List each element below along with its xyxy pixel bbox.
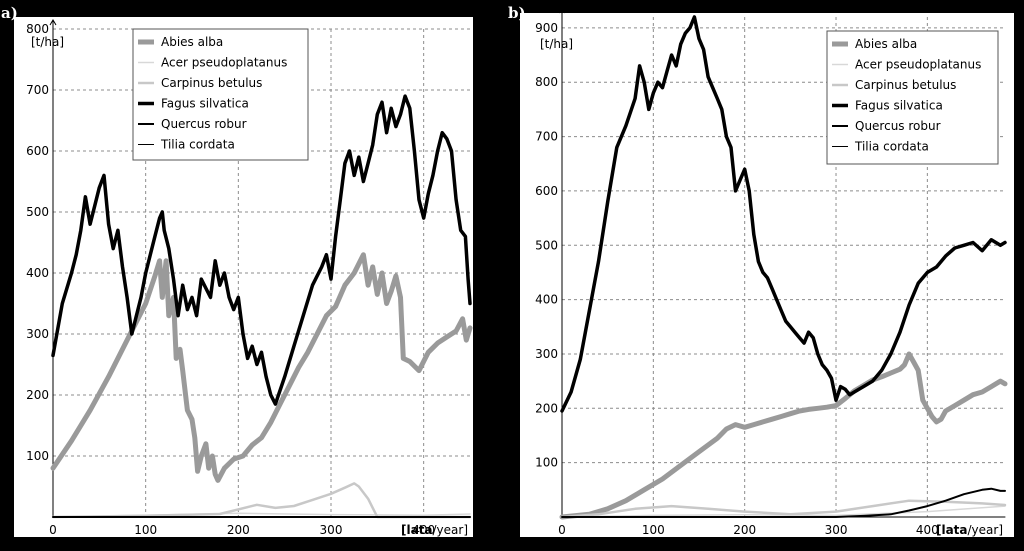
y-tick-label: 900	[535, 21, 558, 35]
x-tick-label: 100	[134, 523, 157, 537]
x-tick-label: 100	[642, 523, 665, 537]
y-axis-unit-label: [t/ha]	[31, 35, 64, 49]
legend-label: Tilia cordata	[854, 140, 929, 154]
panel-a-label: a)	[1, 4, 18, 22]
y-tick-label: 600	[535, 184, 558, 198]
y-tick-label: 800	[535, 75, 558, 89]
x-tick-label: 300	[320, 523, 343, 537]
series-line-0	[50, 252, 473, 483]
legend-label: Carpinus betulus	[855, 78, 956, 92]
y-tick-label: 400	[26, 266, 49, 280]
y-axis-arrow	[49, 19, 57, 26]
legend-label: Carpinus betulus	[161, 76, 262, 90]
y-axis-unit-label: [t/ha]	[540, 37, 573, 51]
y-tick-label: 400	[535, 293, 558, 307]
y-tick-label: 700	[26, 83, 49, 97]
y-tick-label: 700	[535, 130, 558, 144]
x-tick-label: 400	[412, 523, 435, 537]
y-tick-label: 800	[26, 22, 49, 36]
legend-label: Acer pseudoplatanus	[161, 56, 287, 70]
legend-label: Abies alba	[855, 37, 917, 51]
y-tick-label: 500	[535, 238, 558, 252]
series-line-3	[560, 15, 1007, 413]
x-tick-label: 200	[227, 523, 250, 537]
legend-label: Abies alba	[161, 35, 223, 49]
x-axis-unit-label: [lata/year]	[401, 523, 468, 537]
x-tick-label: 300	[825, 523, 848, 537]
legend-label: Quercus robur	[855, 119, 941, 133]
series-line-3	[51, 94, 472, 406]
series-line-4	[561, 487, 1006, 518]
x-tick-label: 400	[916, 523, 939, 537]
y-tick-label: 500	[26, 205, 49, 219]
y-tick-label: 300	[26, 327, 49, 341]
y-tick-label: 200	[26, 388, 49, 402]
x-tick-label: 200	[733, 523, 756, 537]
y-tick-label: 600	[26, 144, 49, 158]
legend-box	[132, 28, 309, 161]
x-tick-label: 0	[558, 523, 566, 537]
series-line-2	[51, 482, 472, 519]
legend-label: Fagus silvatica	[161, 97, 249, 111]
y-axis-arrow	[558, 7, 566, 14]
y-tick-label: 200	[535, 401, 558, 415]
legend-label: Fagus silvatica	[855, 99, 943, 113]
legend-box	[826, 30, 999, 165]
y-tick-label: 100	[535, 456, 558, 470]
legend-label: Quercus robur	[161, 117, 247, 131]
series-line-2	[560, 499, 1007, 519]
y-tick-label: 300	[535, 347, 558, 361]
legend-label: Acer pseudoplatanus	[855, 58, 981, 72]
x-tick-label: 0	[49, 523, 57, 537]
x-axis-unit-label: [lata/year]	[936, 523, 1003, 537]
legend-label: Tilia cordata	[160, 138, 235, 152]
y-tick-label: 100	[26, 449, 49, 463]
